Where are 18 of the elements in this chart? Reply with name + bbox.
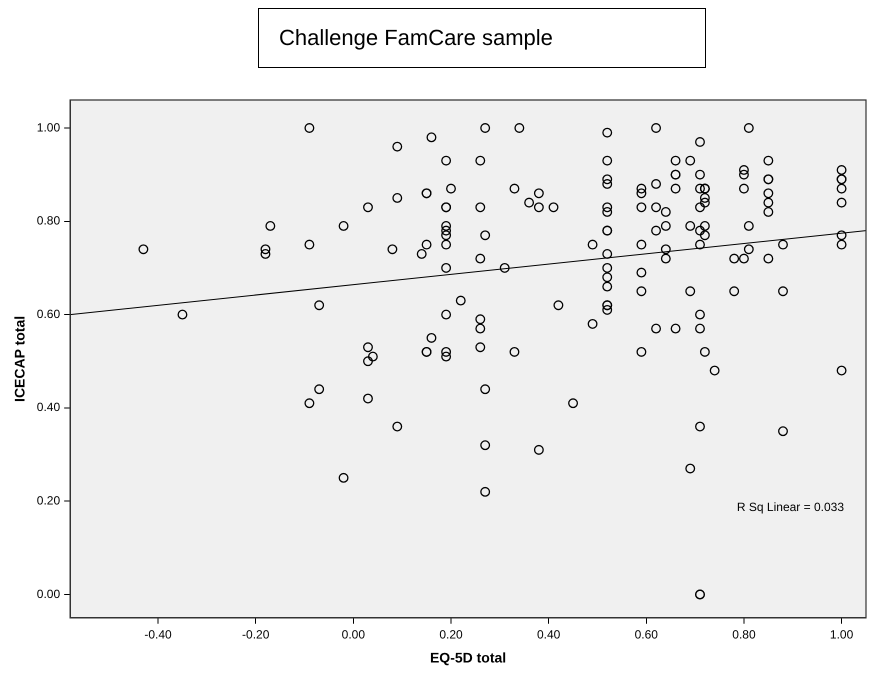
x-axis-title: EQ-5D total [430,649,506,666]
x-tick-label: 0.20 [439,627,463,642]
y-tick-label: 0.20 [36,493,60,508]
x-tick-label: 1.00 [830,627,854,642]
y-tick-label: 0.00 [36,586,60,601]
x-tick-label: 0.00 [342,627,366,642]
y-tick-label: 0.80 [36,214,60,228]
x-tick-label: 0.80 [732,627,756,642]
annotation: R Sq Linear = 0.033 [736,500,844,514]
x-tick-label: 0.60 [634,627,658,642]
chart-title: Challenge FamCare sample [258,8,706,68]
x-tick-label: -0.40 [144,627,172,642]
x-tick-label: -0.20 [242,627,270,642]
x-tick-label: 0.40 [536,627,561,642]
y-tick-label: 0.40 [36,400,60,414]
y-tick-label: 1.00 [36,120,60,134]
y-axis-title: ICECAP total [11,316,28,402]
y-tick-label: 0.60 [36,306,60,321]
